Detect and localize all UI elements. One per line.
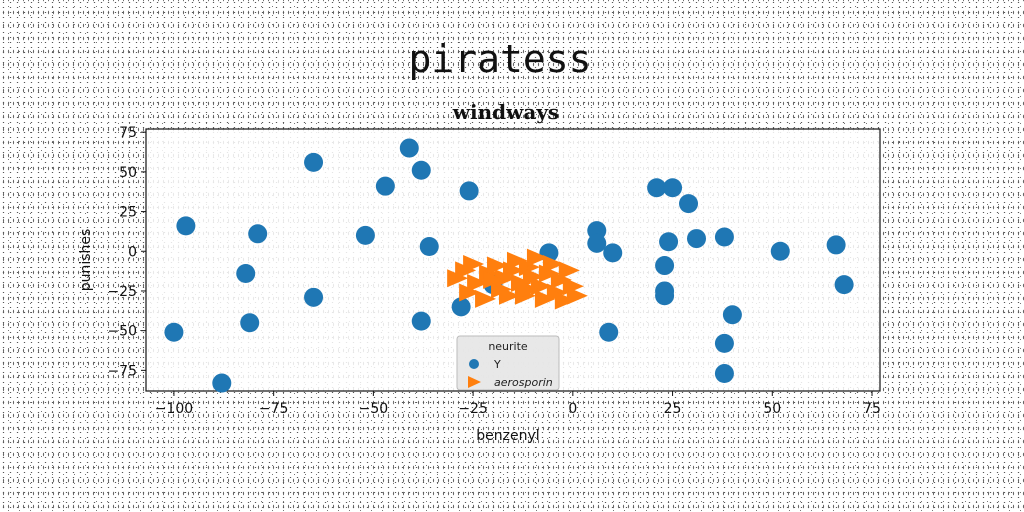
point-y — [240, 313, 259, 332]
y-tick-label: 50 — [119, 165, 137, 181]
chart-title: windways — [452, 100, 559, 124]
point-y — [356, 226, 375, 245]
point-y — [655, 256, 674, 275]
legend-title: neurite — [488, 340, 528, 353]
point-y — [723, 305, 742, 324]
x-tick-label: 50 — [763, 401, 781, 417]
point-y — [715, 227, 734, 246]
point-y — [663, 178, 682, 197]
point-y — [587, 234, 606, 253]
point-y — [412, 312, 431, 331]
legend: neurite Y aerosporin — [457, 336, 559, 390]
point-y — [655, 286, 674, 305]
point-y — [659, 232, 678, 251]
point-y — [771, 242, 790, 261]
legend-label-aerosporin: aerosporin — [494, 376, 553, 389]
x-tick-label: −25 — [458, 401, 488, 417]
point-y — [212, 374, 231, 393]
y-axis-label: punishes — [78, 229, 94, 292]
point-y — [715, 334, 734, 353]
y-tick-label: −50 — [107, 324, 137, 340]
point-y — [236, 264, 255, 283]
point-y — [400, 139, 419, 158]
point-y — [679, 194, 698, 213]
y-axis: −75 −50 −25 0 25 50 75 — [107, 125, 146, 379]
point-y — [164, 323, 183, 342]
point-y — [460, 181, 479, 200]
x-tick-label: −100 — [155, 401, 193, 417]
point-y — [376, 177, 395, 196]
point-y — [603, 243, 622, 262]
x-axis-label: benzenyl — [476, 428, 539, 444]
point-y — [835, 275, 854, 294]
y-tick-label: 0 — [128, 244, 137, 260]
y-tick-label: −75 — [107, 363, 137, 379]
point-y — [176, 216, 195, 235]
x-axis: −100 −75 −50 −25 0 25 50 75 — [155, 391, 881, 417]
point-y — [599, 323, 618, 342]
y-tick-label: −25 — [107, 284, 137, 300]
x-tick-label: −50 — [359, 401, 389, 417]
point-y — [304, 153, 323, 172]
point-y — [827, 235, 846, 254]
point-y — [715, 364, 734, 383]
y-tick-label: 75 — [119, 125, 137, 141]
x-tick-label: 0 — [568, 401, 577, 417]
x-tick-label: 25 — [664, 401, 682, 417]
point-y — [248, 224, 267, 243]
x-tick-label: 75 — [863, 401, 881, 417]
figure-suptitle: piratess — [408, 37, 591, 81]
x-tick-label: −75 — [259, 401, 289, 417]
legend-marker-y — [469, 359, 479, 369]
legend-label-y: Y — [493, 358, 501, 371]
point-y — [420, 237, 439, 256]
y-tick-label: 25 — [119, 205, 137, 221]
point-y — [412, 161, 431, 180]
point-y — [304, 288, 323, 307]
point-y — [687, 229, 706, 248]
